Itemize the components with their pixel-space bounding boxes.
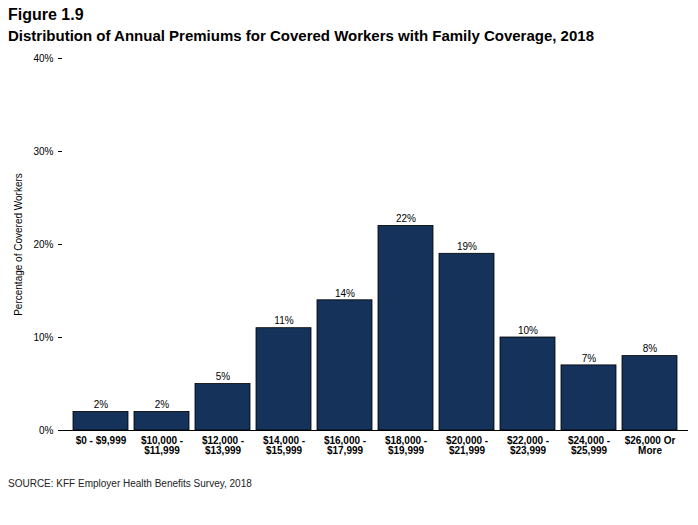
svg-text:$18,000 -$19,999: $18,000 -$19,999 bbox=[385, 435, 427, 456]
svg-text:2%: 2% bbox=[94, 399, 109, 410]
svg-text:20%: 20% bbox=[33, 239, 53, 250]
svg-text:8%: 8% bbox=[643, 343, 658, 354]
svg-text:$20,000 -$21,999: $20,000 -$21,999 bbox=[446, 435, 488, 456]
svg-text:10%: 10% bbox=[518, 325, 538, 336]
svg-text:2%: 2% bbox=[155, 399, 170, 410]
svg-text:22%: 22% bbox=[396, 213, 416, 224]
svg-text:0%: 0% bbox=[39, 425, 54, 436]
svg-text:$24,000 -$25,999: $24,000 -$25,999 bbox=[568, 435, 610, 456]
svg-text:5%: 5% bbox=[216, 371, 231, 382]
svg-text:10%: 10% bbox=[33, 332, 53, 343]
svg-text:19%: 19% bbox=[457, 241, 477, 252]
svg-text:$10,000 -$11,999: $10,000 -$11,999 bbox=[141, 435, 183, 456]
html-text:SOURCE: KFF Employer Health Be: SOURCE: KFF Employer Health Benefits Sur… bbox=[8, 478, 252, 489]
svg-text:30%: 30% bbox=[33, 146, 53, 157]
svg-text:$0 - $9,999: $0 - $9,999 bbox=[76, 435, 127, 446]
svg-text:$16,000 -$17,999: $16,000 -$17,999 bbox=[324, 435, 366, 456]
svg-text:$12,000 -$13,999: $12,000 -$13,999 bbox=[202, 435, 244, 456]
html-text:Figure 1.9: Figure 1.9 bbox=[8, 6, 84, 23]
svg-text:$14,000 -$15,999: $14,000 -$15,999 bbox=[263, 435, 305, 456]
svg-text:7%: 7% bbox=[582, 353, 597, 364]
svg-text:14%: 14% bbox=[335, 288, 355, 299]
svg-text:40%: 40% bbox=[33, 53, 53, 64]
svg-text:11%: 11% bbox=[274, 315, 293, 326]
svg-text:$22,000 -$23,999: $22,000 -$23,999 bbox=[507, 435, 549, 456]
svg-text:$26,000 OrMore: $26,000 OrMore bbox=[625, 435, 676, 456]
html-text:Distribution of Annual Premium: Distribution of Annual Premiums for Cove… bbox=[8, 27, 594, 44]
svg-text:Percentage of Covered Workers: Percentage of Covered Workers bbox=[13, 173, 24, 316]
